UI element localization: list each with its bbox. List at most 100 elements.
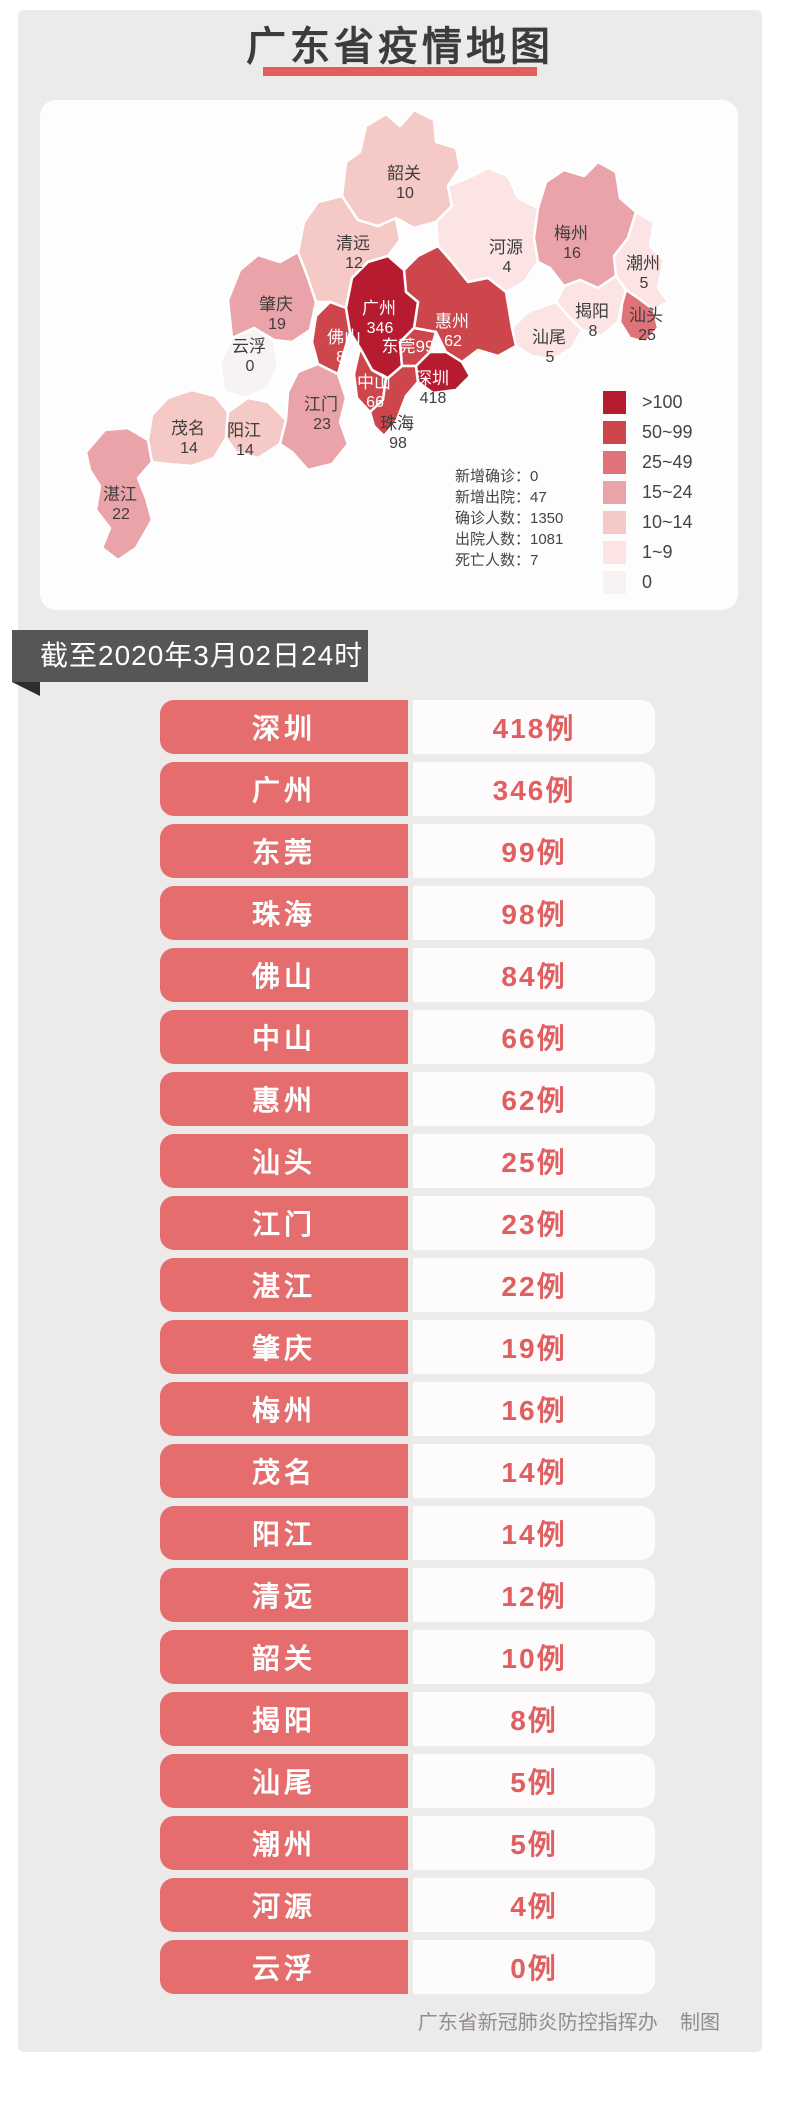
city-name-badge: 潮州 [160,1816,408,1870]
city-case-row: 珠海 98例 [160,886,655,940]
case-count-value: 418例 [413,700,655,754]
legend-label: 15~24 [642,482,693,502]
city-name-badge: 汕尾 [160,1754,408,1808]
map-label: 23 [313,416,331,433]
case-count-value: 8例 [413,1692,655,1746]
city-case-row: 东莞 99例 [160,824,655,878]
case-count-value: 14例 [413,1506,655,1560]
city-case-row: 清远 12例 [160,1568,655,1622]
city-name-badge: 中山 [160,1010,408,1064]
legend-color-swatch [603,511,626,534]
map-label: 14 [180,440,198,457]
legend-item: 1~9 [603,541,693,564]
city-name-badge: 茂名 [160,1444,408,1498]
legend-label: 25~49 [642,452,693,472]
legend-label: 0 [642,572,653,592]
city-case-row: 汕头 25例 [160,1134,655,1188]
city-name-badge: 阳江 [160,1506,408,1560]
map-label: 汕头 [629,306,663,325]
map-label: 0 [246,358,255,375]
title-underline [263,67,537,76]
city-name-badge: 广州 [160,762,408,816]
city-name-badge: 湛江 [160,1258,408,1312]
map-label: 5 [546,349,555,366]
map-label: 广州 [362,299,396,318]
map-label: 阳江 [227,421,261,440]
city-name-badge: 汕头 [160,1134,408,1188]
city-name-badge: 东莞 [160,824,408,878]
map-label: 14 [236,442,254,459]
map-label: 清远 [336,234,370,253]
map-label: 深圳 [415,369,449,388]
summary-stat-line: 确诊人数：1350 [455,510,564,527]
map-label: 茂名 [171,419,205,438]
legend-color-swatch [603,481,626,504]
legend-label: 1~9 [642,542,673,562]
city-case-row: 惠州 62例 [160,1072,655,1126]
map-label: 346 [367,320,394,337]
city-case-list: 深圳 418例 广州 346例 东莞 99例 珠海 98例 [160,700,655,1994]
city-name-badge: 云浮 [160,1940,408,1994]
region-shape-jiangmen [278,362,350,472]
city-name-badge: 梅州 [160,1382,408,1436]
city-name-badge: 佛山 [160,948,408,1002]
legend-label: >100 [642,392,683,412]
legend-item: 25~49 [603,451,693,474]
city-case-row: 中山 66例 [160,1010,655,1064]
summary-stat-line: 死亡人数：7 [455,552,539,569]
city-name-badge: 惠州 [160,1072,408,1126]
city-case-row: 佛山 84例 [160,948,655,1002]
city-case-row: 深圳 418例 [160,700,655,754]
city-name-badge: 清远 [160,1568,408,1622]
ribbon-fold-triangle [12,682,40,696]
case-count-value: 346例 [413,762,655,816]
map-label: 19 [268,316,286,333]
city-name-badge: 深圳 [160,700,408,754]
map-label: 418 [420,390,447,407]
map-label: 22 [112,506,130,523]
region-shape-zhuhai [368,364,420,438]
city-name-badge: 江门 [160,1196,408,1250]
city-case-row: 韶关 10例 [160,1630,655,1684]
region-shape-zhanjiang [84,426,154,562]
case-count-value: 16例 [413,1382,655,1436]
legend-item: 50~99 [603,421,693,444]
case-count-value: 98例 [413,886,655,940]
map-label: 江门 [304,395,338,414]
legend-item: 15~24 [603,481,693,504]
map-label: 66 [366,394,384,411]
map-label: 佛山 [327,328,361,347]
city-name-badge: 韶关 [160,1630,408,1684]
map-legend: >100 50~99 25~49 15~24 10~14 [603,391,693,601]
credit-footer: 广东省新冠肺炎防控指挥办 制图 [417,2012,720,2034]
case-count-value: 84例 [413,948,655,1002]
region-shape-shanwei [510,300,584,362]
case-count-value: 5例 [413,1816,655,1870]
map-label: 云浮 [232,337,266,356]
case-count-value: 0例 [413,1940,655,1994]
case-count-value: 99例 [413,824,655,878]
summary-stat-line: 出院人数：1081 [455,531,564,548]
case-count-value: 19例 [413,1320,655,1374]
case-count-value: 12例 [413,1568,655,1622]
map-label: 98 [389,435,407,452]
region-shape-shantou [618,288,660,344]
map-label: 中山 [357,373,391,392]
city-case-row: 阳江 14例 [160,1506,655,1560]
map-label: 梅州 [554,224,588,243]
case-count-value: 62例 [413,1072,655,1126]
map-label: 汕尾 [532,328,566,347]
map-label: 25 [638,327,656,344]
summary-stat-line: 新增出院：47 [455,489,547,506]
legend-color-swatch [603,391,626,414]
map-label: 10 [396,185,414,202]
case-count-value: 66例 [413,1010,655,1064]
legend-color-swatch [603,571,626,594]
map-label: 湛江 [103,485,137,504]
city-name-badge: 肇庆 [160,1320,408,1374]
city-case-row: 肇庆 19例 [160,1320,655,1374]
region-shape-shenzhen [414,350,472,395]
legend-color-swatch [603,451,626,474]
city-case-row: 梅州 16例 [160,1382,655,1436]
